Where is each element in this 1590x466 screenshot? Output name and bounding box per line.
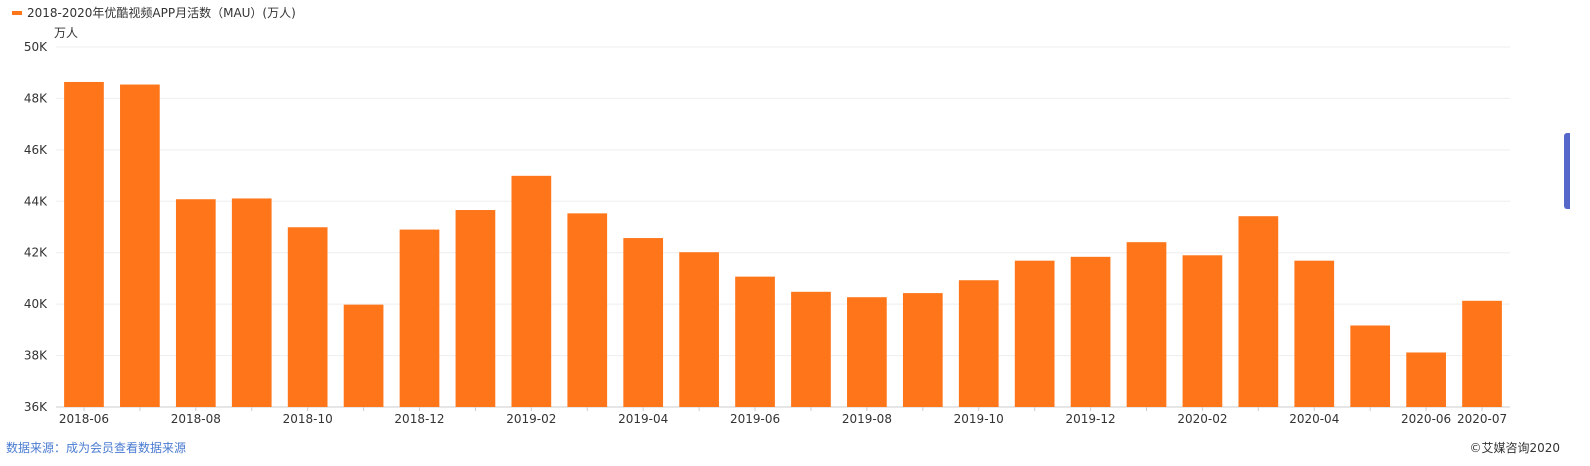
x-tick-label: 2019-10 bbox=[954, 412, 1004, 426]
y-tick-label: 46K bbox=[24, 143, 48, 157]
bar-2020-04[interactable] bbox=[1294, 260, 1335, 407]
bar-2019-08[interactable] bbox=[847, 297, 887, 407]
bar-2020-07[interactable] bbox=[1462, 300, 1502, 407]
y-axis-unit-label: 万人 bbox=[54, 26, 79, 40]
bar-2018-07[interactable] bbox=[120, 84, 160, 408]
x-tick-label: 2020-07 bbox=[1457, 412, 1507, 426]
legend[interactable]: 2018-2020年优酷视频APP月活数（MAU）(万人) bbox=[12, 4, 296, 21]
bar-2020-01[interactable] bbox=[1126, 242, 1167, 407]
bar-2019-05[interactable] bbox=[679, 252, 719, 407]
y-tick-label: 44K bbox=[24, 194, 48, 208]
y-tick-label: 48K bbox=[24, 91, 48, 105]
bar-2020-05[interactable] bbox=[1350, 325, 1391, 407]
bar-2019-12[interactable] bbox=[1070, 256, 1111, 407]
x-tick-label: 2020-02 bbox=[1177, 412, 1227, 426]
bar-2019-09[interactable] bbox=[902, 293, 943, 407]
grid-layer bbox=[56, 46, 1510, 408]
bar-2019-02[interactable] bbox=[511, 175, 552, 407]
bar-2020-06[interactable] bbox=[1406, 352, 1446, 407]
x-tick-label: 2019-04 bbox=[618, 412, 668, 426]
bars bbox=[64, 81, 1502, 408]
copyright-text: ©艾媒咨询2020 bbox=[1469, 441, 1560, 455]
bar-2019-06[interactable] bbox=[735, 276, 775, 407]
x-tick-label: 2018-12 bbox=[394, 412, 444, 426]
bar-2019-10[interactable] bbox=[958, 280, 999, 407]
x-tick-label: 2019-12 bbox=[1066, 412, 1116, 426]
legend-swatch bbox=[12, 10, 22, 15]
x-tick-label: 2019-06 bbox=[730, 412, 780, 426]
y-tick-label: 50K bbox=[24, 40, 48, 54]
x-tick-label: 2018-10 bbox=[283, 412, 333, 426]
x-tick-label: 2018-06 bbox=[59, 412, 109, 426]
y-tick-label: 38K bbox=[24, 349, 48, 363]
bar-2019-03[interactable] bbox=[567, 213, 608, 407]
bar-2019-01[interactable] bbox=[455, 210, 496, 407]
y-tick-label: 36K bbox=[24, 400, 48, 414]
bar-2018-12[interactable] bbox=[399, 229, 440, 407]
bar-2019-07[interactable] bbox=[791, 291, 831, 407]
bar-2020-02[interactable] bbox=[1182, 255, 1223, 407]
bar-2018-09[interactable] bbox=[231, 198, 272, 407]
bar-2019-04[interactable] bbox=[623, 238, 664, 407]
bar-2018-11[interactable] bbox=[343, 304, 384, 407]
x-tick-label: 2020-06 bbox=[1401, 412, 1451, 426]
y-tick-label: 40K bbox=[24, 297, 48, 311]
bar-2018-08[interactable] bbox=[175, 199, 216, 407]
bar-2019-11[interactable] bbox=[1014, 260, 1055, 407]
legend-label: 2018-2020年优酷视频APP月活数（MAU）(万人) bbox=[27, 6, 296, 20]
data-source-link[interactable]: 数据来源：成为会员查看数据来源 bbox=[6, 441, 187, 455]
y-tick-label: 42K bbox=[24, 246, 48, 260]
x-axis: 2018-06 2018-08 2018-10 2018-12 2019-02 2019-… bbox=[59, 407, 1507, 426]
x-tick-label: 2019-08 bbox=[842, 412, 892, 426]
y-axis: 36K 38K 40K 42K 44K 46K 48K 50K bbox=[24, 40, 48, 414]
x-tick-label: 2019-02 bbox=[506, 412, 556, 426]
x-tick-label: 2020-04 bbox=[1289, 412, 1339, 426]
bar-2018-06[interactable] bbox=[64, 81, 104, 407]
bar-2018-10[interactable] bbox=[287, 227, 328, 407]
side-scroll-handle[interactable] bbox=[1564, 133, 1570, 209]
x-tick-label: 2018-08 bbox=[171, 412, 221, 426]
bar-2020-03[interactable] bbox=[1238, 216, 1279, 407]
